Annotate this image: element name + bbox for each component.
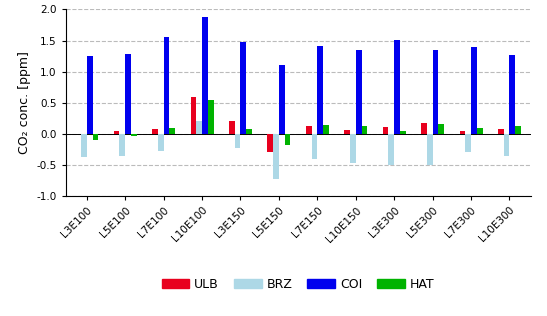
Bar [131,134,137,136]
Bar [394,40,400,134]
Bar [421,123,427,134]
Legend: ULB, BRZ, COI, HAT: ULB, BRZ, COI, HAT [157,273,439,296]
Bar [388,134,394,165]
Bar [164,37,170,134]
Bar [471,47,477,134]
Bar [125,54,131,134]
Y-axis label: CO₂ conc. [ppm]: CO₂ conc. [ppm] [18,51,31,154]
Bar [81,134,87,157]
Bar [498,129,504,134]
Bar [279,65,284,134]
Bar [190,97,196,134]
Bar [196,121,202,134]
Bar [459,131,465,134]
Bar [158,134,164,151]
Bar [267,134,273,152]
Bar [350,134,356,163]
Bar [515,126,521,134]
Bar [229,121,235,134]
Bar [344,130,350,134]
Bar [356,50,362,134]
Bar [152,129,158,134]
Bar [273,134,279,179]
Bar [427,134,433,165]
Bar [504,134,509,155]
Bar [241,42,246,134]
Bar [284,134,290,145]
Bar [362,126,367,134]
Bar [114,131,119,134]
Bar [208,100,213,134]
Bar [306,126,312,134]
Bar [465,134,471,152]
Bar [202,17,208,134]
Bar [400,131,406,134]
Bar [383,127,388,134]
Bar [438,125,444,134]
Bar [235,134,241,148]
Bar [312,134,317,159]
Bar [246,129,252,134]
Bar [170,128,175,134]
Bar [317,46,323,134]
Bar [92,134,98,140]
Bar [119,134,125,155]
Bar [477,128,482,134]
Bar [87,56,92,134]
Bar [433,50,438,134]
Bar [509,55,515,134]
Bar [323,125,329,134]
